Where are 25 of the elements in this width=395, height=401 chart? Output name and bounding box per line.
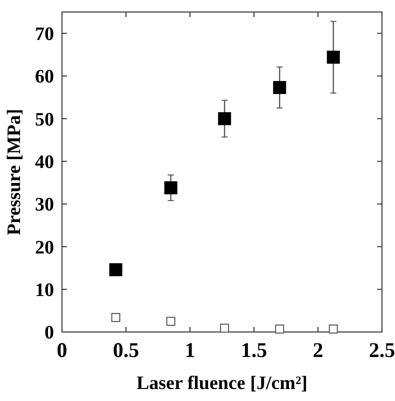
point: [328, 324, 338, 334]
y-tick-label: 40: [35, 152, 54, 173]
y-tick-label: 0: [44, 322, 54, 344]
y-tick-label: 70: [35, 24, 54, 45]
y-tick-label: 30: [35, 194, 54, 216]
y-tick-label: 10: [35, 280, 54, 301]
y-tick-label: 60: [35, 66, 54, 88]
x-axis-title: Laser fluence [J/cm²]: [136, 373, 308, 394]
x-tick-label: 1: [184, 338, 196, 362]
point: [166, 316, 176, 326]
point: [275, 324, 284, 334]
point: [109, 263, 122, 276]
x-tick-label: 0.5: [112, 338, 140, 362]
point: [326, 50, 340, 64]
y-tick-label: 20: [35, 237, 54, 258]
point: [111, 312, 120, 322]
point: [273, 81, 286, 94]
y-tick-label: 50: [35, 109, 54, 130]
point: [218, 112, 232, 126]
point: [164, 181, 178, 194]
x-tick-label: 1.5: [240, 338, 268, 362]
point: [220, 324, 230, 333]
y-axis-title: Pressure [MPa]: [4, 108, 25, 236]
x-tick-label: 2: [312, 338, 324, 362]
x-tick-label: 2.5: [368, 338, 395, 362]
